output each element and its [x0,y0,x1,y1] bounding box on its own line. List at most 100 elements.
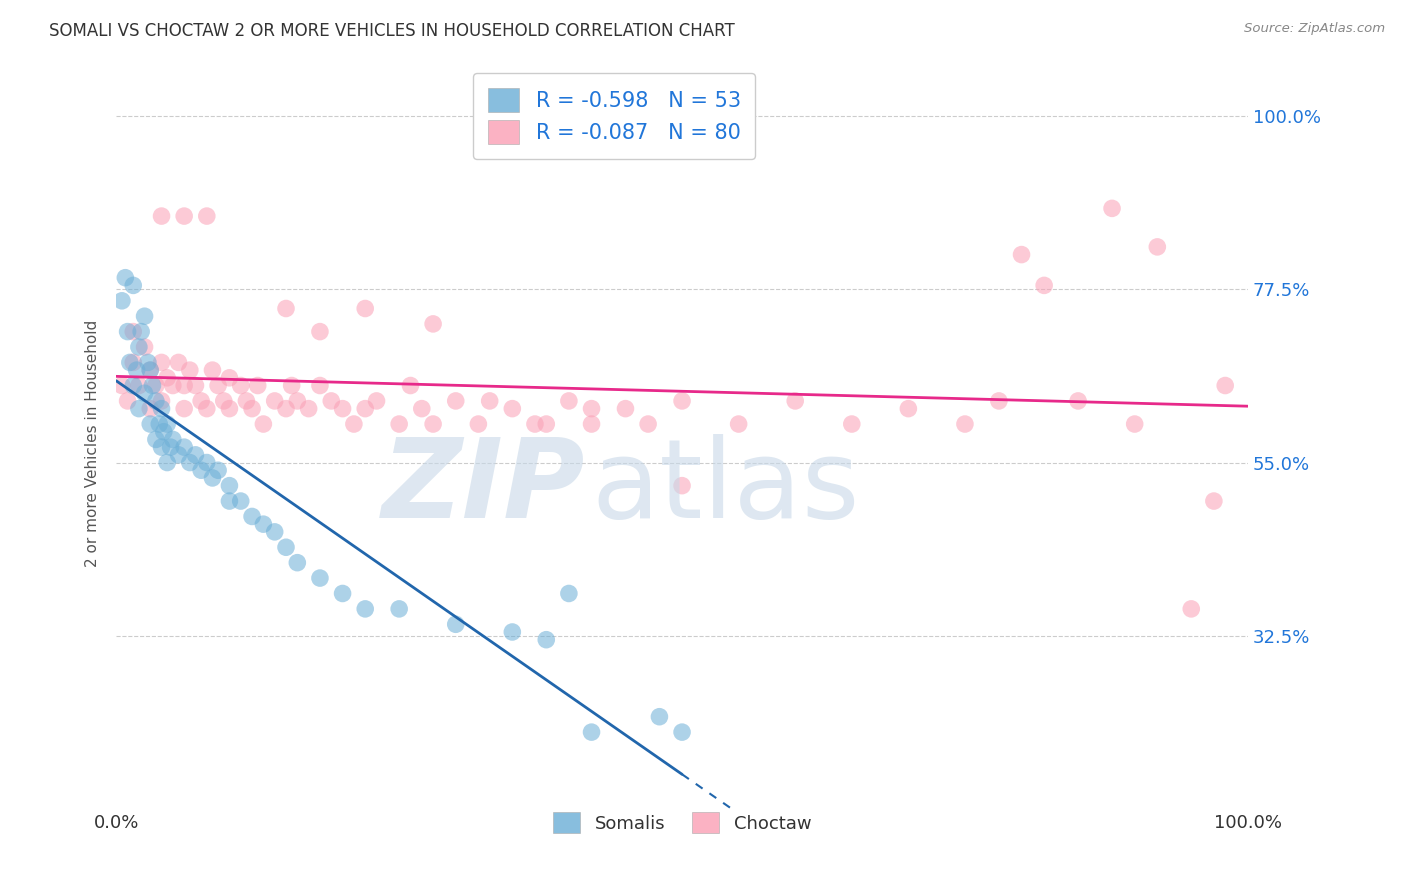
Somalis [190,463,212,477]
Choctaw [122,325,145,339]
Choctaw [145,378,167,392]
Somalis [173,440,195,454]
Somalis [156,456,179,470]
Text: Source: ZipAtlas.com: Source: ZipAtlas.com [1244,22,1385,36]
Choctaw [1067,393,1090,408]
Somalis [152,425,174,439]
Choctaw [184,378,207,392]
Text: atlas: atlas [592,434,860,541]
Choctaw [252,417,274,431]
Somalis [229,494,252,508]
Somalis [252,517,274,532]
Choctaw [207,378,229,392]
Somalis [150,401,173,416]
Choctaw [478,393,501,408]
Somalis [114,270,136,285]
Choctaw [173,401,195,416]
Choctaw [558,393,581,408]
Legend: Somalis, Choctaw: Somalis, Choctaw [543,802,823,844]
Choctaw [953,417,976,431]
Choctaw [263,393,285,408]
Somalis [128,340,150,354]
Somalis [122,278,145,293]
Choctaw [229,378,252,392]
Choctaw [179,363,201,377]
Choctaw [354,401,377,416]
Somalis [179,456,201,470]
Choctaw [128,378,150,392]
Choctaw [134,340,156,354]
Choctaw [285,393,308,408]
Somalis [558,586,581,600]
Choctaw [139,401,162,416]
Somalis [134,309,156,323]
Somalis [117,325,139,339]
Choctaw [536,417,558,431]
Choctaw [614,401,637,416]
Choctaw [332,401,354,416]
Somalis [240,509,263,524]
Somalis [648,709,671,723]
Somalis [388,602,411,616]
Text: SOMALI VS CHOCTAW 2 OR MORE VEHICLES IN HOUSEHOLD CORRELATION CHART: SOMALI VS CHOCTAW 2 OR MORE VEHICLES IN … [49,22,735,40]
Choctaw [523,417,546,431]
Somalis [218,478,240,492]
Somalis [309,571,332,585]
Somalis [207,463,229,477]
Choctaw [235,393,257,408]
Choctaw [841,417,863,431]
Choctaw [897,401,920,416]
Somalis [167,448,190,462]
Somalis [332,586,354,600]
Choctaw [173,378,195,392]
Choctaw [309,325,332,339]
Somalis [444,617,467,632]
Choctaw [581,401,603,416]
Choctaw [501,401,523,416]
Somalis [671,725,693,739]
Choctaw [309,378,332,392]
Choctaw [354,301,377,316]
Choctaw [162,378,184,392]
Choctaw [246,378,269,392]
Somalis [139,417,162,431]
Choctaw [411,401,433,416]
Choctaw [399,378,422,392]
Choctaw [195,401,218,416]
Choctaw [422,417,444,431]
Choctaw [1033,278,1056,293]
Somalis [118,355,141,369]
Somalis [263,524,285,539]
Somalis [581,725,603,739]
Somalis [159,440,181,454]
Choctaw [150,209,173,223]
Choctaw [150,355,173,369]
Choctaw [671,393,693,408]
Choctaw [581,417,603,431]
Somalis [501,625,523,640]
Choctaw [201,363,224,377]
Somalis [156,417,179,431]
Somalis [139,363,162,377]
Choctaw [1180,602,1202,616]
Choctaw [274,401,297,416]
Somalis [125,363,148,377]
Choctaw [150,393,173,408]
Choctaw [156,371,179,385]
Choctaw [366,393,388,408]
Choctaw [1101,202,1123,216]
Somalis [145,393,167,408]
Somalis [274,541,297,555]
Somalis [285,556,308,570]
Choctaw [343,417,366,431]
Somalis [195,456,218,470]
Somalis [136,355,159,369]
Text: ZIP: ZIP [382,434,586,541]
Choctaw [274,301,297,316]
Choctaw [212,393,235,408]
Choctaw [388,417,411,431]
Choctaw [280,378,302,392]
Y-axis label: 2 or more Vehicles in Household: 2 or more Vehicles in Household [86,319,100,567]
Somalis [141,378,163,392]
Choctaw [671,478,693,492]
